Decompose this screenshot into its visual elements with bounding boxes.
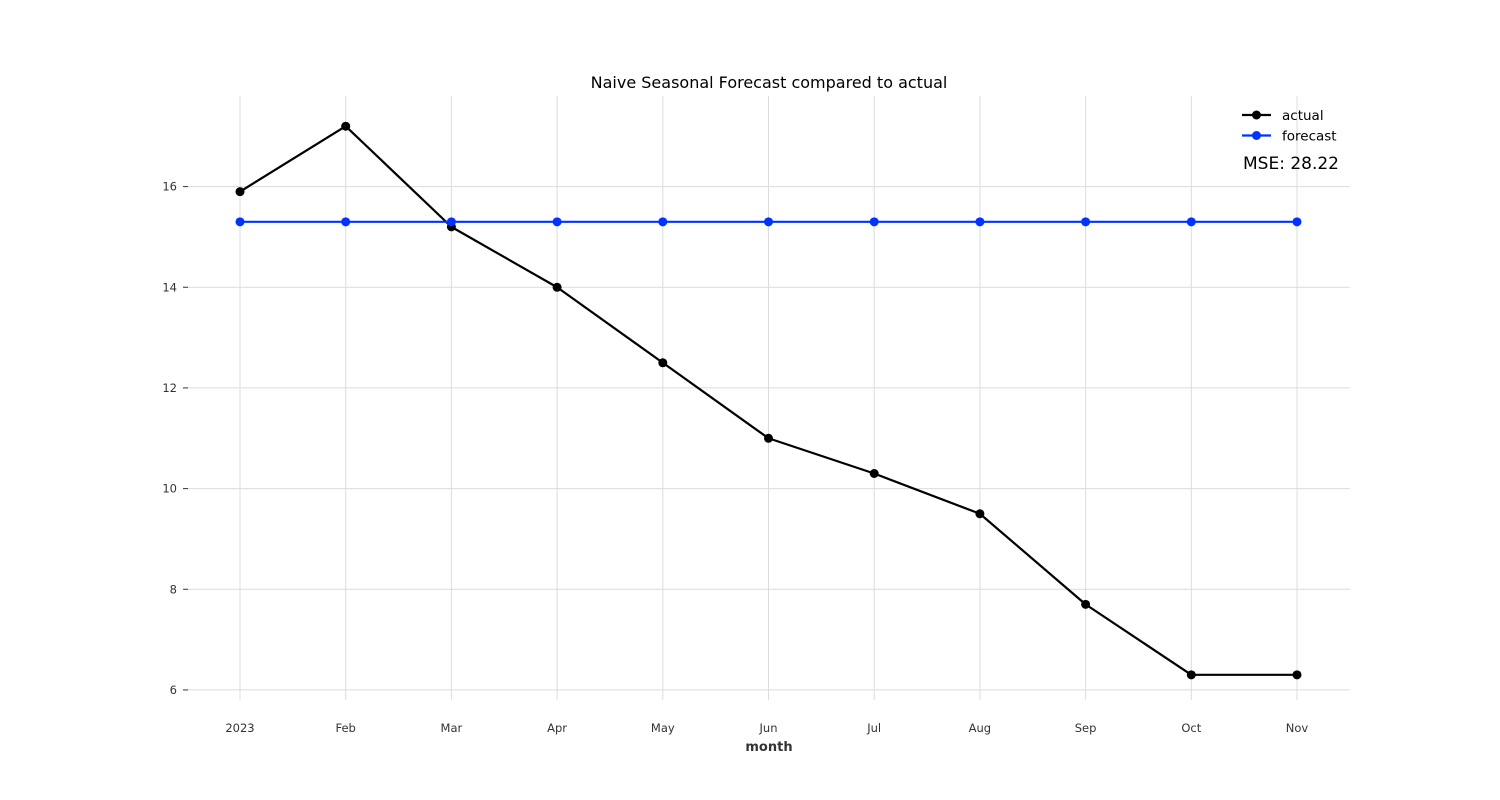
x-axis-label: month xyxy=(745,740,792,755)
legend-marker-actual xyxy=(1252,110,1261,120)
data-point-forecast xyxy=(552,217,562,227)
x-tick-label: Mar xyxy=(441,721,463,735)
data-point-forecast xyxy=(658,217,668,227)
data-point-forecast xyxy=(1186,217,1196,227)
data-point-forecast xyxy=(764,217,773,227)
data-point-forecast xyxy=(1292,217,1302,227)
data-point-actual xyxy=(1186,670,1196,680)
data-point-actual xyxy=(764,433,773,443)
legend-marker-forecast xyxy=(1252,131,1261,140)
data-point-actual xyxy=(552,282,562,292)
series-layer xyxy=(235,121,1302,680)
data-point-actual xyxy=(975,509,985,519)
y-tick-label: 16 xyxy=(162,180,177,194)
data-point-actual xyxy=(235,187,245,197)
data-point-actual xyxy=(341,121,351,131)
data-point-forecast xyxy=(975,217,985,227)
legend-label-forecast: forecast xyxy=(1282,129,1337,145)
grid-layer xyxy=(188,96,1350,700)
x-tick-label: Aug xyxy=(969,721,991,735)
y-tick-label: 12 xyxy=(162,381,177,395)
x-tick-label: Sep xyxy=(1075,721,1097,735)
x-tick-label: Apr xyxy=(547,721,567,735)
data-point-actual xyxy=(658,358,668,368)
y-axis: 6 8 10 12 14 16 xyxy=(162,180,188,697)
data-point-forecast xyxy=(869,217,879,227)
x-tick-label: Nov xyxy=(1286,721,1309,735)
x-tick-label: May xyxy=(651,721,675,735)
data-point-actual xyxy=(1081,599,1091,609)
x-axis: 2023 Feb Mar Apr May Jun Jul Aug Sep Oct Nov xyxy=(225,721,1308,735)
x-tick-label: Feb xyxy=(336,721,356,735)
data-point-actual xyxy=(869,469,879,478)
legend: actual forecast xyxy=(1242,108,1337,145)
legend-label-actual: actual xyxy=(1282,108,1324,124)
y-tick-label: 8 xyxy=(170,582,177,596)
data-point-forecast xyxy=(235,217,245,227)
x-tick-label: Jun xyxy=(759,721,778,735)
data-point-forecast xyxy=(1081,217,1091,227)
data-point-forecast xyxy=(341,217,351,227)
y-tick-label: 6 xyxy=(170,683,177,697)
data-point-forecast xyxy=(446,217,456,227)
x-tick-label: Jul xyxy=(866,721,881,735)
data-point-actual xyxy=(1292,670,1302,680)
y-tick-label: 14 xyxy=(162,280,177,294)
x-tick-label: Oct xyxy=(1181,721,1201,735)
chart-title: Naive Seasonal Forecast compared to actu… xyxy=(591,73,948,92)
y-tick-label: 10 xyxy=(162,482,177,496)
x-tick-label: 2023 xyxy=(225,721,254,735)
mse-annotation: MSE: 28.22 xyxy=(1243,154,1339,174)
